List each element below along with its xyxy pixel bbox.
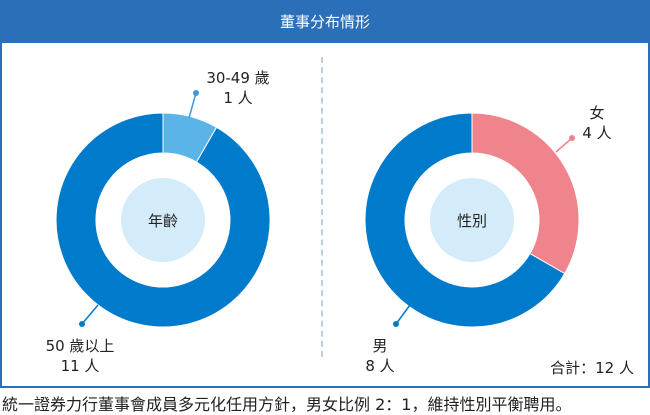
age-young-label: 30-49 歲 1 人 xyxy=(206,69,270,107)
age-slice-50-plus xyxy=(55,112,271,328)
page-title: 董事分布情形 xyxy=(2,2,648,43)
age-center-circle xyxy=(121,178,205,262)
gender-male-label: 男 8 人 xyxy=(365,337,395,375)
gender-center-circle xyxy=(430,178,514,262)
gender-slice-female xyxy=(471,112,580,275)
age-old-label: 50 歲以上 11 人 xyxy=(45,337,115,375)
gender-center-label: 性別 xyxy=(456,212,487,230)
gender-slice-male xyxy=(364,112,566,328)
age-donut xyxy=(55,90,271,328)
divider xyxy=(321,57,323,357)
footer-note: 統一證券力行董事會成員多元化任用方針，男女比例 2：1，維持性別平衡聘用。 xyxy=(2,395,572,414)
total-count: 合計：12 人 xyxy=(550,359,634,377)
gender-female-label: 女 4 人 xyxy=(582,104,612,142)
gender-donut xyxy=(364,112,580,328)
age-slice-30-49 xyxy=(162,112,218,163)
age-center-label: 年齡 xyxy=(147,212,178,230)
